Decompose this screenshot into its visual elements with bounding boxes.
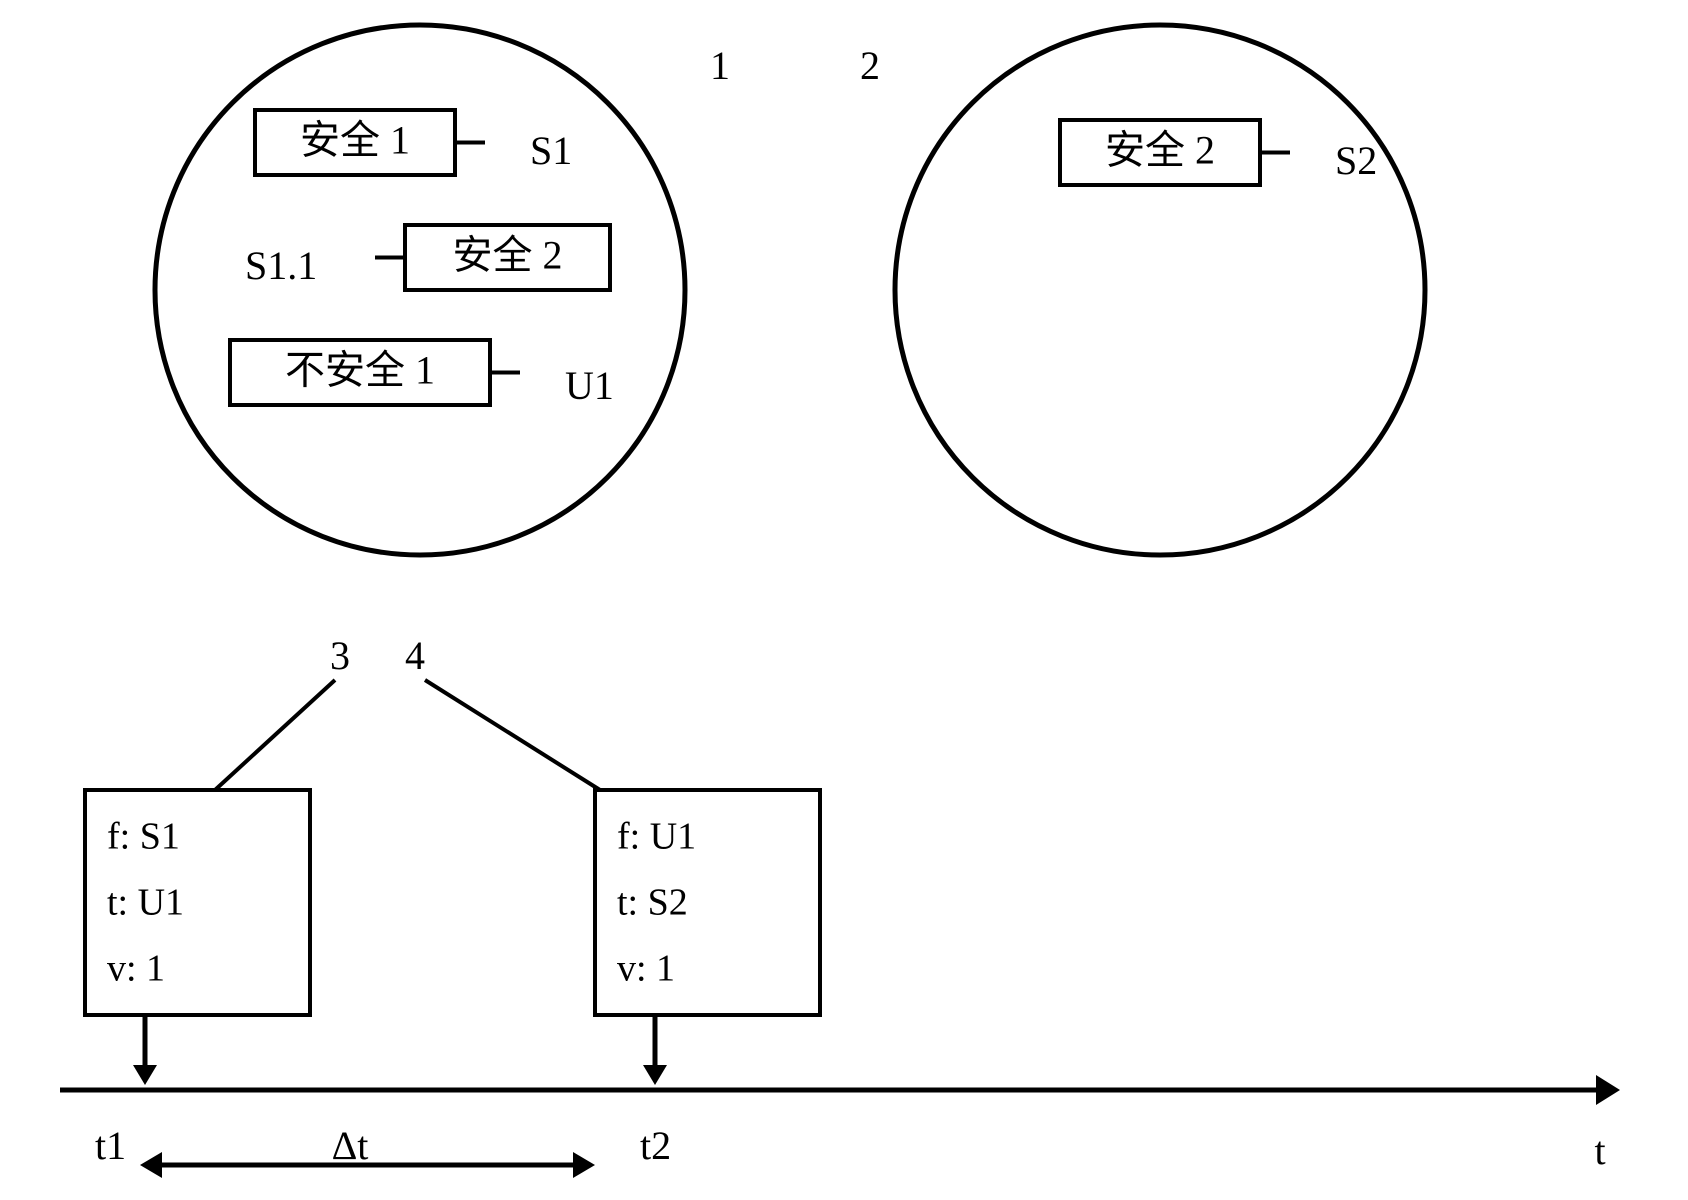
set-circle-c2 [895,25,1425,555]
msg-box-m1-line-l3: v: 1 [107,948,165,990]
set-number-c1: 1 [710,43,730,88]
arrow-head-icon [133,1065,157,1085]
node-box-text-b_s11: 安全 2 [453,233,563,278]
node-label-b_s11: S1.1 [245,243,317,288]
msg-box-m1-line-l1: f: S1 [107,815,180,857]
node-label-b_s1: S1 [530,128,572,173]
timeline-end-label: t [1594,1128,1605,1173]
pointer-number-n3: 3 [330,633,350,678]
node-box-text-b_s2: 安全 2 [1105,128,1215,173]
msg-box-m1-line-l2: t: U1 [107,882,184,924]
leader-line-l4 [425,680,600,790]
msg-box-m2-line-l2: t: S2 [617,882,688,924]
node-box-text-b_s1: 安全 1 [300,118,410,163]
node-label-b_u1: U1 [565,363,614,408]
msg-box-m2-line-l1: f: U1 [617,815,696,857]
arrow-head-icon [643,1065,667,1085]
delta-t-label: Δt [332,1123,369,1168]
arrow-head-icon [140,1152,162,1178]
pointer-number-n4: 4 [405,633,425,678]
arrow-head-icon [573,1152,595,1178]
node-label-b_s2: S2 [1335,138,1377,183]
timeline-tick-t2: t2 [640,1123,671,1168]
set-number-c2: 2 [860,43,880,88]
leader-line-l3 [215,680,335,790]
arrow-head-icon [1596,1075,1620,1105]
msg-box-m2-line-l3: v: 1 [617,948,675,990]
node-box-text-b_u1: 不安全 1 [285,348,435,393]
timeline-tick-t1: t1 [95,1123,126,1168]
